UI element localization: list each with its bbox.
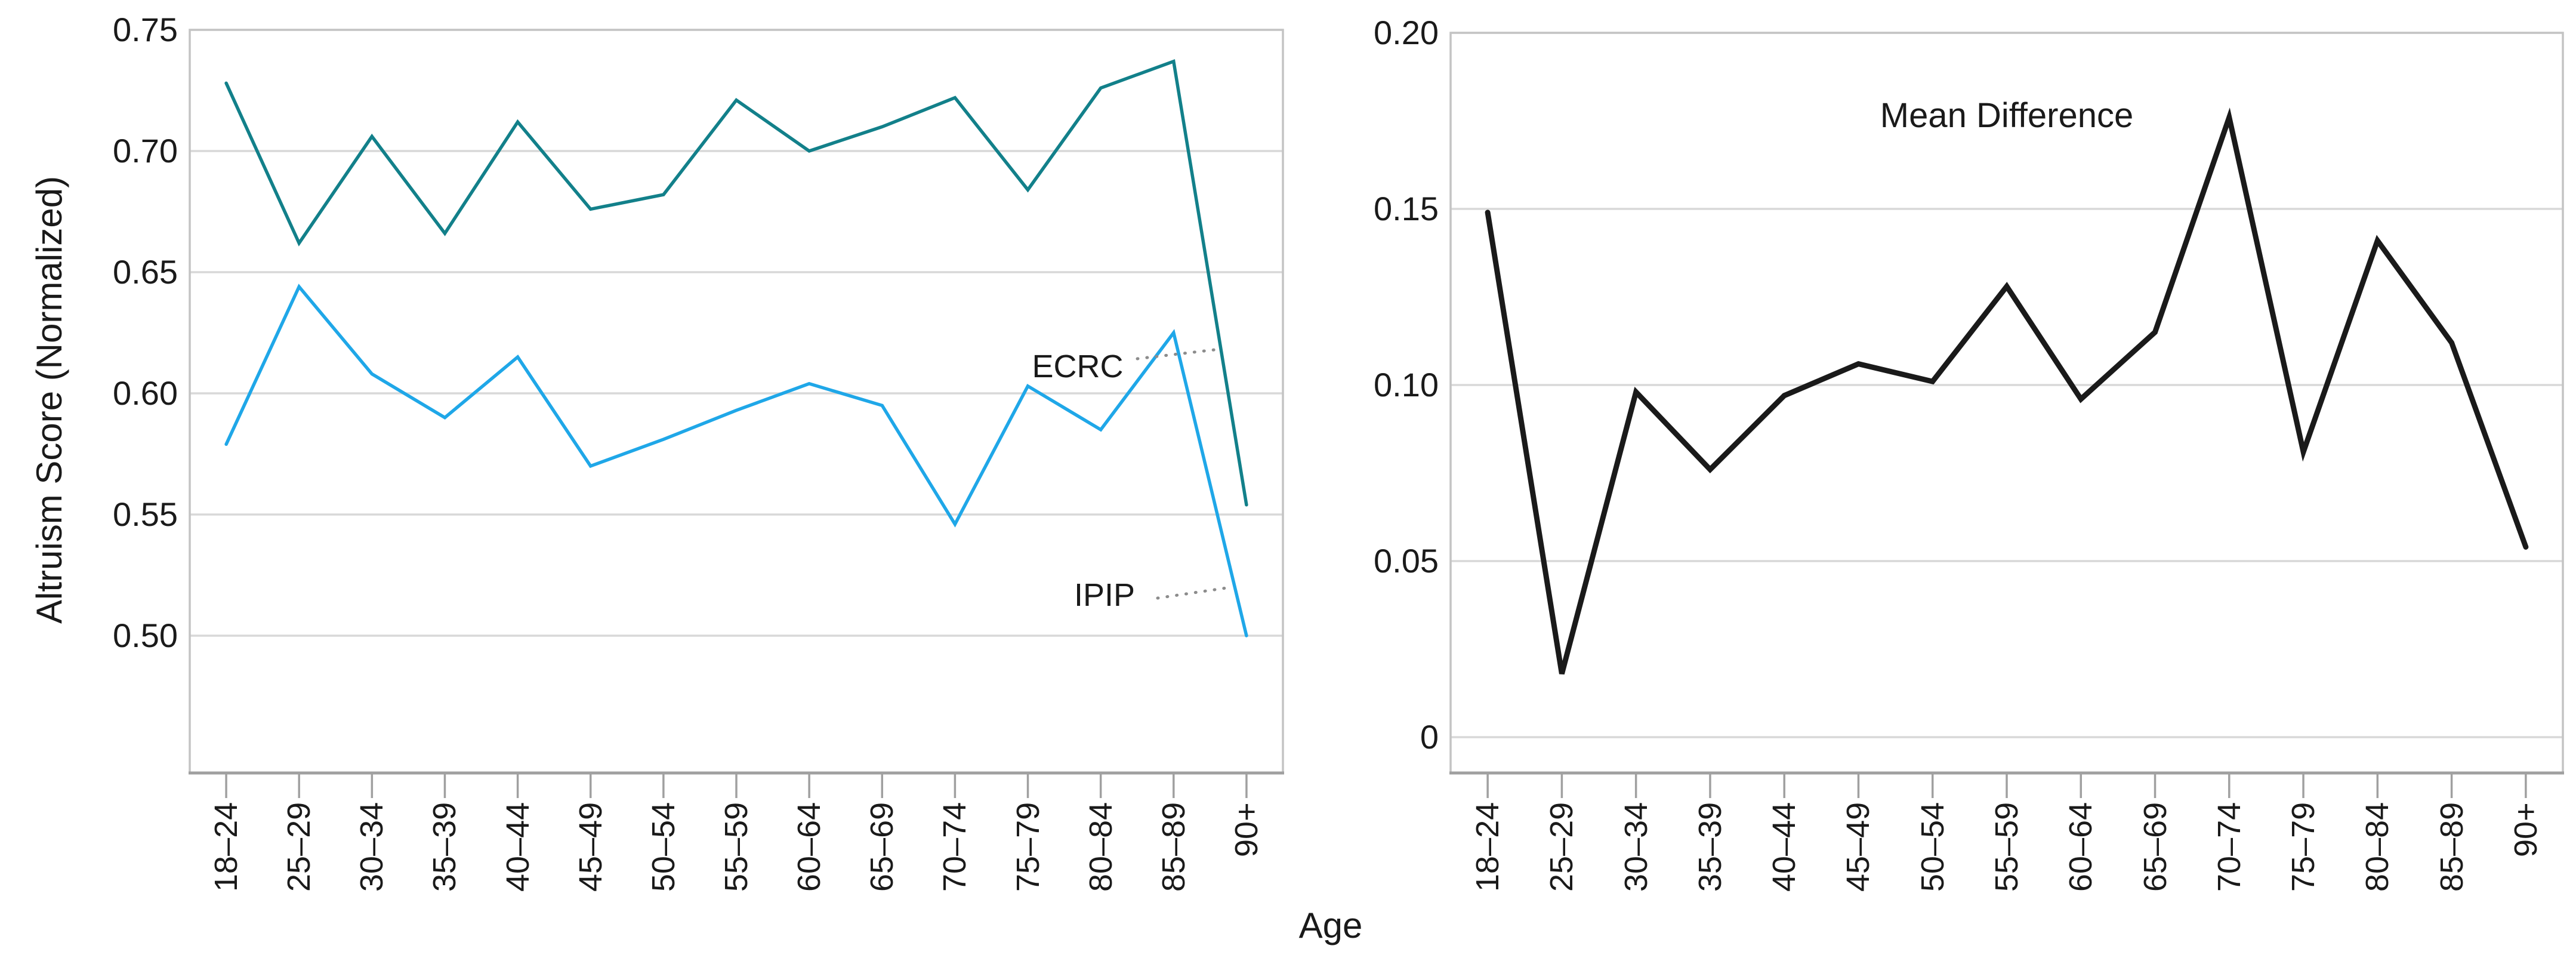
y-tick-label: 0.55 bbox=[113, 495, 178, 533]
y-tick-label: 0.65 bbox=[113, 253, 178, 291]
x-tick-label: 85–89 bbox=[1155, 802, 1192, 892]
plot-border bbox=[189, 29, 1284, 774]
x-tick-label: 50–54 bbox=[1914, 802, 1951, 892]
x-tick-label: 75–79 bbox=[1010, 802, 1046, 892]
y-tick-label: 0 bbox=[1420, 718, 1439, 756]
x-tick-label: 60–64 bbox=[791, 802, 828, 892]
x-tick-label: 35–39 bbox=[427, 802, 463, 892]
y-tick-label: 0.10 bbox=[1374, 366, 1439, 404]
x-tick-label: 40–44 bbox=[1766, 802, 1803, 892]
x-tick-label: 65–69 bbox=[864, 802, 900, 892]
ipip-label-leader bbox=[1156, 586, 1232, 600]
x-tick-label: 90+ bbox=[1228, 802, 1264, 857]
ecrc-series-label: ECRC bbox=[1032, 349, 1124, 384]
x-tick-label: 55–59 bbox=[1989, 802, 2025, 892]
y-tick-label: 0.20 bbox=[1374, 14, 1439, 51]
x-tick-label: 50–54 bbox=[645, 802, 681, 892]
x-tick-label: 18–24 bbox=[208, 802, 245, 892]
y-tick-label: 0.60 bbox=[113, 374, 178, 412]
x-tick-label: 35–39 bbox=[1692, 802, 1728, 892]
x-tick-label: 45–49 bbox=[572, 802, 609, 892]
x-tick-label: 65–69 bbox=[2137, 802, 2173, 892]
y-tick-label: 0.15 bbox=[1374, 190, 1439, 227]
x-tick-label: 18–24 bbox=[1470, 802, 1506, 892]
x-tick-label: 40–44 bbox=[499, 802, 536, 892]
x-tick-label: 85–89 bbox=[2433, 802, 2470, 892]
plot-border bbox=[1449, 32, 2564, 774]
x-axis-title: Age bbox=[1298, 905, 1363, 945]
ecrc-line bbox=[224, 59, 1248, 507]
y-tick-label: 0.05 bbox=[1374, 542, 1439, 580]
ipip-line bbox=[224, 284, 1248, 637]
x-tick-label: 25–29 bbox=[1544, 802, 1580, 892]
y-tick-label: 0.75 bbox=[113, 11, 178, 48]
y-tick-label: 0.50 bbox=[113, 617, 178, 654]
x-tick-label: 45–49 bbox=[1840, 802, 1877, 892]
x-tick-label: 75–79 bbox=[2285, 802, 2322, 892]
mean-difference-title: Mean Difference bbox=[1880, 96, 2134, 135]
x-tick-label: 30–34 bbox=[354, 802, 390, 892]
x-tick-label: 25–29 bbox=[281, 802, 317, 892]
x-tick-label: 80–84 bbox=[1082, 802, 1119, 892]
x-tick-label: 80–84 bbox=[2359, 802, 2396, 892]
mean-difference-line bbox=[1485, 107, 2529, 674]
x-tick-label: 30–34 bbox=[1618, 802, 1654, 892]
y-tick-label: 0.70 bbox=[113, 132, 178, 170]
x-tick-label: 60–64 bbox=[2063, 802, 2099, 892]
x-tick-label: 90+ bbox=[2507, 802, 2544, 857]
x-tick-label: 70–74 bbox=[937, 802, 973, 892]
x-tick-label: 70–74 bbox=[2211, 802, 2247, 892]
x-tick-label: 55–59 bbox=[718, 802, 754, 892]
ipip-series-label: IPIP bbox=[1073, 577, 1136, 613]
